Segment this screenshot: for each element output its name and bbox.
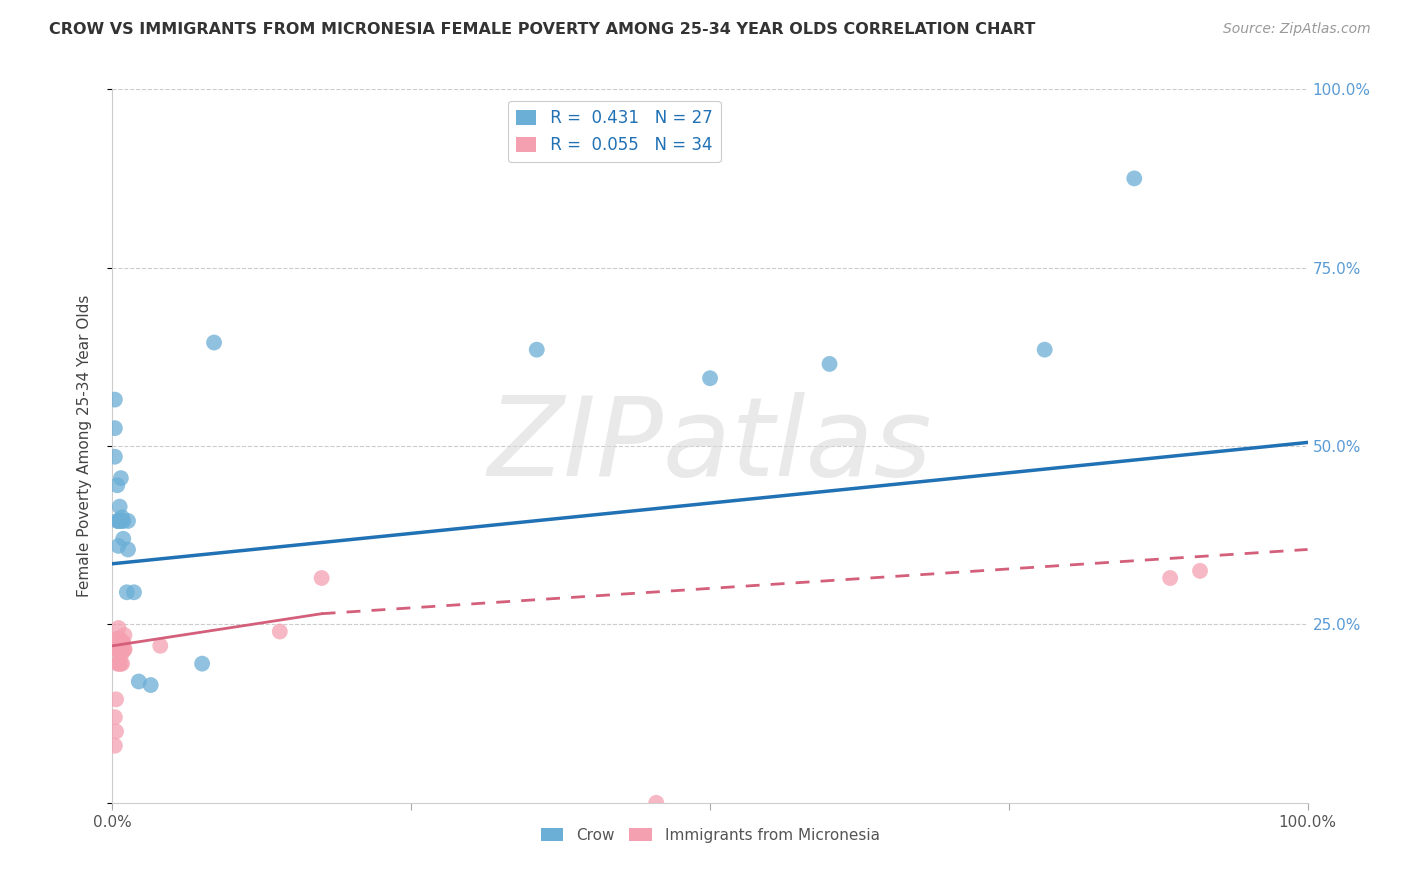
Point [112, 635, 135, 649]
Point [818, 357, 841, 371]
Point [111, 646, 134, 660]
Text: CROW VS IMMIGRANTS FROM MICRONESIA FEMALE POVERTY AMONG 25-34 YEAR OLDS CORRELAT: CROW VS IMMIGRANTS FROM MICRONESIA FEMAL… [49, 22, 1036, 37]
Point [269, 624, 291, 639]
Point [105, 642, 128, 657]
Point [112, 642, 135, 657]
Point [202, 335, 225, 350]
Point [1123, 171, 1146, 186]
Point [191, 657, 214, 671]
Point [108, 500, 131, 514]
Point [108, 632, 131, 646]
Point [128, 674, 150, 689]
Point [105, 514, 128, 528]
Point [105, 642, 128, 657]
Point [114, 642, 135, 657]
Point [115, 585, 138, 599]
Point [645, 796, 668, 810]
Point [108, 514, 131, 528]
Point [105, 724, 128, 739]
Point [114, 628, 135, 642]
Point [107, 642, 129, 657]
Point [111, 657, 134, 671]
Point [110, 657, 132, 671]
Point [104, 392, 127, 407]
Point [107, 514, 129, 528]
Point [104, 710, 127, 724]
Point [111, 514, 134, 528]
Point [112, 532, 135, 546]
Text: ZIPatlas: ZIPatlas [488, 392, 932, 500]
Point [110, 646, 132, 660]
Point [526, 343, 548, 357]
Point [107, 632, 129, 646]
Legend: Crow, Immigrants from Micronesia: Crow, Immigrants from Micronesia [534, 822, 886, 848]
Point [104, 739, 127, 753]
Point [114, 642, 135, 657]
Point [110, 642, 132, 657]
Point [108, 642, 131, 657]
Point [117, 542, 139, 557]
Point [122, 585, 145, 599]
Point [1159, 571, 1181, 585]
Point [149, 639, 172, 653]
Point [1189, 564, 1212, 578]
Point [107, 621, 129, 635]
Point [112, 514, 135, 528]
Point [699, 371, 721, 385]
Point [104, 421, 127, 435]
Point [111, 510, 134, 524]
Point [1033, 343, 1056, 357]
Point [105, 478, 128, 492]
Point [105, 632, 128, 646]
Point [105, 657, 128, 671]
Y-axis label: Female Poverty Among 25-34 Year Olds: Female Poverty Among 25-34 Year Olds [77, 295, 91, 597]
Point [107, 657, 129, 671]
Point [139, 678, 162, 692]
Point [107, 642, 129, 657]
Text: Source: ZipAtlas.com: Source: ZipAtlas.com [1223, 22, 1371, 37]
Point [107, 539, 129, 553]
Point [104, 450, 127, 464]
Point [108, 657, 131, 671]
Point [110, 471, 132, 485]
Point [311, 571, 333, 585]
Point [105, 692, 128, 706]
Point [111, 635, 134, 649]
Point [108, 646, 131, 660]
Point [117, 514, 139, 528]
